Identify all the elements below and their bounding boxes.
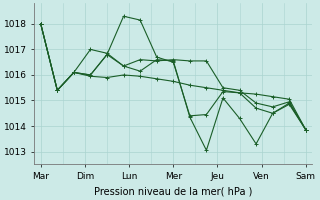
X-axis label: Pression niveau de la mer( hPa ): Pression niveau de la mer( hPa ) xyxy=(94,187,252,197)
